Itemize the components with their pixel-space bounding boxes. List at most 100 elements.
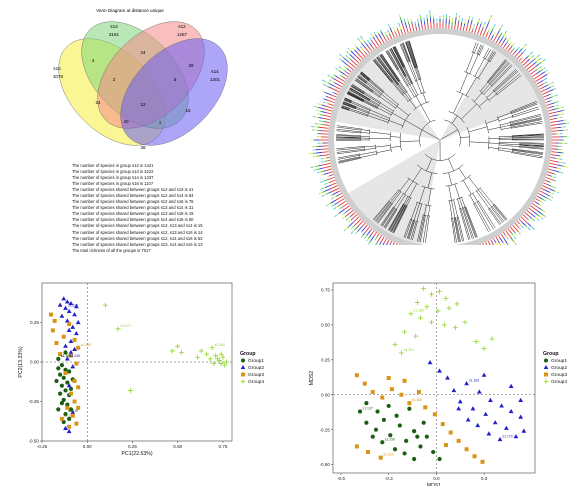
tree-bar — [343, 61, 348, 65]
tree-bar — [541, 188, 544, 190]
tree-bar — [554, 191, 555, 192]
tree-bar — [557, 168, 559, 169]
venn-region-label: 1 — [159, 120, 162, 125]
tree-bar — [324, 109, 332, 111]
tree-bar — [389, 33, 390, 34]
tree-bar — [460, 26, 461, 30]
tree-bar — [522, 48, 523, 49]
tree-bar — [553, 187, 554, 188]
tree-bar — [344, 58, 349, 62]
data-point-group3 — [441, 422, 445, 426]
tree-bar — [368, 47, 372, 52]
tree-bar — [351, 227, 353, 229]
tree-bar — [365, 52, 367, 55]
tree-bar — [548, 110, 551, 111]
data-point-group1 — [395, 414, 399, 418]
tree-bar — [527, 210, 531, 213]
tree-bar — [375, 35, 377, 39]
tree-bar — [382, 39, 384, 43]
tree-branch — [391, 146, 401, 148]
tree-bar — [519, 59, 521, 61]
tree-bar — [558, 121, 563, 122]
tree-bar — [340, 72, 344, 75]
tree-branch — [395, 46, 405, 67]
tree-bar — [513, 235, 515, 237]
data-point-group1 — [54, 379, 58, 383]
tree-branch — [361, 132, 370, 133]
tree-bar — [532, 74, 536, 77]
tree-bar — [364, 41, 366, 44]
tree-bar — [316, 153, 321, 154]
tree-bar — [536, 57, 537, 58]
legend-label: Group3 — [551, 372, 567, 378]
tree-bar — [523, 215, 526, 218]
tree-bar — [418, 19, 419, 22]
tree-bar — [551, 128, 557, 129]
tree-bar — [519, 232, 520, 233]
tree-bar — [364, 51, 365, 52]
tree-bar — [538, 211, 543, 214]
tree-bar — [323, 166, 331, 168]
y-tick-label: 0.75 — [321, 288, 330, 293]
tree-bar — [514, 237, 515, 239]
data-point-group3 — [371, 390, 375, 394]
tree-bar — [508, 48, 511, 52]
tree-bar — [357, 231, 358, 232]
tree-bar — [343, 218, 344, 219]
legend-title: Group — [240, 351, 256, 357]
tree-bar — [332, 188, 339, 191]
tree-bar — [551, 124, 558, 125]
data-point-group1 — [407, 407, 411, 411]
tree-bar — [316, 169, 319, 170]
tree-bar — [520, 224, 522, 226]
tree-bar — [317, 172, 319, 173]
tree-branch — [464, 207, 475, 238]
tree-branch — [365, 148, 376, 149]
tree-bar — [335, 86, 340, 89]
tree-bar — [347, 72, 349, 74]
venn-set-label-s16: s16 — [53, 66, 61, 71]
tree-bar — [483, 28, 486, 36]
tree-bar — [355, 59, 359, 63]
tree-bar — [537, 196, 539, 197]
tree-bar — [477, 27, 480, 34]
legend-key-group1 — [544, 359, 548, 363]
tree-bar — [550, 160, 558, 161]
tree-bar — [532, 227, 534, 229]
tree-bar — [469, 25, 471, 32]
data-point-group1 — [425, 435, 429, 439]
tree-bar — [500, 38, 503, 42]
legend-key-group3 — [241, 373, 245, 377]
tree-bar — [332, 205, 335, 207]
tree-bar — [340, 201, 346, 205]
tree-branch — [376, 145, 391, 147]
tree-bar — [402, 31, 403, 34]
venn-set-count-s16: 1076 — [53, 74, 64, 79]
data-point-group1 — [431, 450, 435, 454]
tree-bar — [529, 220, 530, 221]
tree-bar — [372, 41, 376, 47]
data-point-group1 — [412, 429, 416, 433]
tree-bar — [350, 71, 352, 72]
tree-bar — [534, 201, 536, 202]
tree-bar — [350, 216, 351, 217]
tree-bar — [559, 159, 562, 160]
sample-label: s1.262 — [469, 379, 479, 383]
tree-bar — [531, 227, 532, 228]
data-point-group1 — [56, 407, 60, 411]
data-point-group1 — [69, 387, 73, 391]
tree-bar — [494, 240, 495, 242]
tree-branch — [369, 129, 370, 134]
data-point-group3 — [457, 439, 461, 443]
tree-bar — [491, 15, 492, 17]
tree-bar — [458, 23, 459, 30]
data-point-group1 — [418, 444, 422, 448]
tree-bar — [367, 40, 368, 42]
tree-bar — [500, 238, 502, 242]
tree-bar — [559, 107, 562, 108]
y-axis-label: PC2(13.33%) — [18, 346, 24, 377]
tree-branch — [408, 41, 417, 68]
tree-bar — [534, 58, 536, 60]
tree-bar — [547, 172, 554, 174]
